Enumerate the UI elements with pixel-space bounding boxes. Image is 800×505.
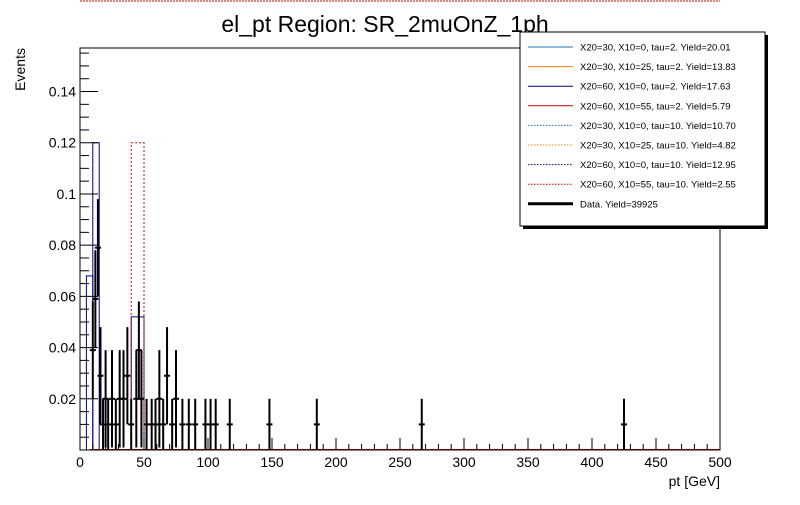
y-axis-label: Events	[12, 48, 28, 91]
data-point	[120, 350, 127, 448]
legend-label: X20=60, X10=0, tau=10. Yield=12.95	[580, 160, 736, 171]
tick-layer: 0 50 100 150 200 250 300 350 400 450 500 0.02 0.04 0.…	[49, 52, 732, 470]
data-point	[89, 301, 96, 399]
y-tick-label: 0.06	[49, 288, 76, 304]
legend-label: X20=60, X10=55, tau=2. Yield=5.79	[580, 101, 731, 112]
x-tick-label: 400	[580, 454, 604, 470]
data-point	[621, 398, 627, 450]
x-tick-label: 50	[136, 454, 152, 470]
legend-entry: X20=60, X10=55, tau=2. Yield=5.79	[528, 101, 731, 112]
x-tick-label: 150	[260, 454, 284, 470]
legend-label: X20=60, X10=0, tau=2. Yield=17.63	[580, 82, 731, 93]
data-point	[169, 398, 176, 450]
data-point	[156, 350, 163, 448]
y-tick-label: 0.08	[49, 237, 76, 253]
legend-label: Data. Yield=39925	[580, 199, 658, 210]
x-axis-label: pt [GeV]	[669, 473, 720, 489]
legend-label: X20=30, X10=0, tau=2. Yield=20.01	[580, 43, 731, 54]
data-point	[164, 327, 171, 425]
data-point	[105, 398, 112, 450]
data-point	[226, 398, 233, 450]
legend-entry: X20=30, X10=0, tau=10. Yield=10.70	[528, 121, 736, 132]
y-tick-label: 0.02	[49, 391, 76, 407]
data-point	[173, 350, 179, 448]
legend-label: X20=30, X10=0, tau=10. Yield=10.70	[580, 121, 736, 132]
x-tick-label: 500	[708, 454, 732, 470]
x-tick-label: 350	[516, 454, 540, 470]
legend-entry: X20=30, X10=0, tau=2. Yield=20.01	[528, 43, 731, 54]
y-tick-label: 0.04	[49, 340, 76, 356]
legend-entry: Data. Yield=39925	[528, 199, 658, 210]
data-point	[313, 398, 320, 450]
data-point	[192, 398, 199, 450]
chart-title: el_pt Region: SR_2muOnZ_1ph	[221, 11, 548, 37]
data-point	[160, 398, 167, 450]
data-points-layer	[89, 199, 627, 450]
data-point	[92, 250, 99, 348]
legend-label: X20=60, X10=55, tau=10. Yield=2.55	[580, 180, 736, 191]
x-tick-label: 250	[388, 454, 412, 470]
data-point	[128, 398, 135, 450]
y-tick-label: 0.1	[57, 186, 77, 202]
x-tick-label: 300	[452, 454, 476, 470]
data-point	[143, 398, 150, 450]
data-point	[112, 398, 119, 450]
legend-label: X20=30, X10=25, tau=10. Yield=4.82	[580, 141, 736, 152]
data-point	[138, 350, 145, 448]
x-tick-label: 450	[644, 454, 668, 470]
data-point	[212, 398, 219, 450]
y-tick-label: 0.14	[49, 84, 76, 100]
legend-box	[519, 31, 766, 227]
data-point	[97, 327, 104, 425]
legend-entry: X20=30, X10=25, tau=10. Yield=4.82	[528, 141, 736, 152]
y-tick-label: 0.12	[49, 135, 76, 151]
data-point	[185, 398, 192, 450]
legend-entry: X20=60, X10=0, tau=10. Yield=12.95	[528, 160, 736, 171]
x-tick-label: 200	[324, 454, 348, 470]
data-point	[94, 199, 101, 297]
data-point	[109, 350, 115, 448]
data-point	[266, 398, 273, 450]
data-point	[202, 398, 209, 450]
data-point	[124, 327, 131, 425]
data-point	[418, 398, 425, 450]
data-point	[179, 398, 186, 450]
data-point	[152, 398, 159, 450]
legend: X20=30, X10=0, tau=2. Yield=20.01 X20=30,…	[519, 31, 768, 229]
legend-entry: X20=30, X10=25, tau=2. Yield=13.83	[528, 62, 736, 73]
x-tick-label: 0	[76, 454, 84, 470]
data-point	[207, 398, 214, 450]
x-tick-label: 100	[196, 454, 220, 470]
legend-entry: X20=60, X10=0, tau=2. Yield=17.63	[528, 82, 731, 93]
legend-entry: X20=60, X10=55, tau=10. Yield=2.55	[528, 180, 736, 191]
legend-label: X20=30, X10=25, tau=2. Yield=13.83	[580, 62, 736, 73]
